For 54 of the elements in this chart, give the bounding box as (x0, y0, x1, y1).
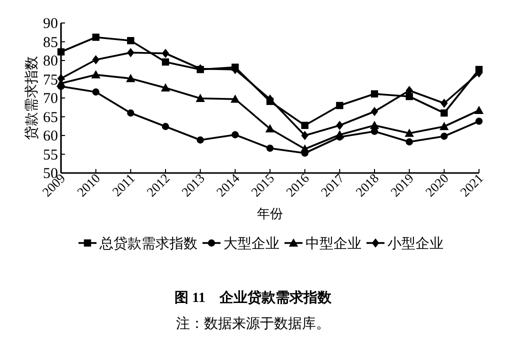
x-axis-title: 年份 (257, 206, 283, 221)
point (440, 109, 448, 117)
point (474, 106, 484, 114)
text: 注：数据来源于数据库。 (176, 316, 330, 332)
point (91, 70, 100, 78)
point (92, 88, 100, 96)
point (127, 109, 134, 117)
point (440, 132, 448, 140)
point (370, 90, 378, 98)
point (475, 118, 483, 125)
point (300, 144, 310, 153)
y-tick-label: 70 (43, 91, 58, 107)
point (162, 122, 170, 130)
point (196, 94, 205, 102)
point (336, 120, 344, 130)
point (92, 34, 100, 41)
point (370, 106, 378, 116)
point (196, 136, 204, 144)
point (335, 130, 344, 138)
point (440, 98, 448, 108)
point (127, 48, 134, 58)
y-tick-label: 85 (43, 34, 58, 51)
y-tick-label: 75 (43, 72, 58, 88)
point (162, 48, 170, 58)
point (301, 130, 308, 140)
legend-label: 总贷款需求指数 (98, 236, 198, 252)
point (406, 92, 413, 100)
y-tick-label: 65 (43, 110, 58, 126)
point (265, 124, 275, 132)
point (126, 74, 136, 82)
point (266, 144, 274, 152)
point (232, 131, 239, 138)
y-tick-label: 55 (43, 147, 58, 164)
point (370, 120, 380, 129)
point (404, 128, 414, 137)
point (230, 94, 240, 103)
point (406, 138, 413, 146)
legend-label: 中型企业 (306, 236, 362, 252)
y-axis-title: 贷款需求指数 (24, 56, 40, 140)
x-tick-label: 2011 (109, 170, 138, 200)
point (440, 122, 449, 130)
point (92, 55, 100, 64)
y-tick-label: 80 (43, 54, 58, 70)
y-tick-label: 60 (43, 128, 58, 144)
point (162, 58, 170, 66)
legend-label: 小型企业 (388, 236, 444, 252)
point (57, 48, 65, 56)
point (160, 83, 170, 92)
point (127, 37, 134, 44)
text: 图 11 企业贷款需求指数 (174, 289, 332, 306)
legend-label: 大型企业 (224, 236, 280, 252)
point (301, 122, 308, 129)
y-tick-label: 90 (43, 16, 58, 32)
point (336, 102, 344, 110)
